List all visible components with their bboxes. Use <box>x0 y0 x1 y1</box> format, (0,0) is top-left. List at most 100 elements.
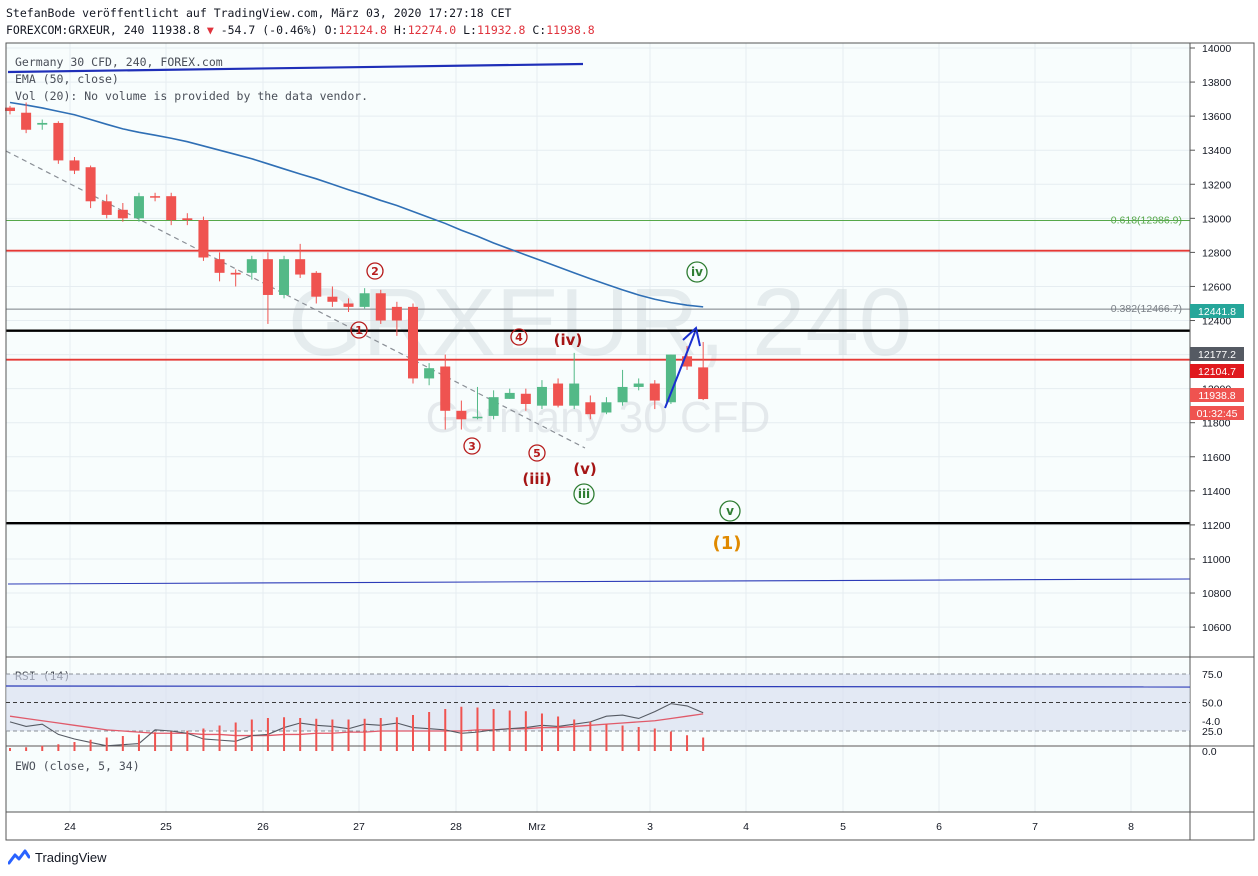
candle-body <box>391 306 402 321</box>
candle-body <box>375 293 386 321</box>
candle-body <box>488 397 499 416</box>
wave-label: 1 <box>355 324 363 337</box>
wave-label: v <box>726 504 734 518</box>
wave-label: 3 <box>468 440 476 453</box>
candle-body <box>327 296 338 302</box>
price-tick-label: 13400 <box>1202 145 1231 157</box>
candle-body <box>520 393 531 404</box>
fib-level-label: 0.382(12466.7) <box>1111 303 1182 315</box>
candle-body <box>456 410 467 420</box>
candle-body <box>649 383 660 401</box>
ewo-pane-bg <box>6 747 1190 812</box>
brand-name: TradingView <box>35 849 107 865</box>
candles <box>5 102 709 430</box>
candle-body <box>230 272 241 275</box>
price-axis-badge <box>1190 347 1244 361</box>
legend-title: Germany 30 CFD, 240, FOREX.com <box>15 55 223 69</box>
candle-body <box>665 354 676 403</box>
candle-body <box>166 196 177 221</box>
candle-body <box>182 218 193 221</box>
legend-ema: EMA (50, close) <box>15 72 119 86</box>
candle-body <box>601 402 612 413</box>
down-arrow-icon: ▼ <box>206 23 214 37</box>
symbol-label: FOREXCOM:GRXEUR, 240 <box>6 23 145 37</box>
wave-label-circle <box>510 328 528 346</box>
tradingview-brand[interactable]: TradingView <box>8 849 107 865</box>
upper-trend-line[interactable] <box>7 62 584 74</box>
price-tick-label: 11800 <box>1202 418 1231 430</box>
candle-body <box>37 122 48 125</box>
price-axis-badge-text: 12104.7 <box>1198 366 1236 378</box>
candle-body <box>536 386 547 406</box>
price-tick-label: 13600 <box>1202 111 1231 123</box>
wave-label: 5 <box>533 447 541 460</box>
candle-body <box>133 196 144 219</box>
candle-body <box>85 167 96 202</box>
chart-frame <box>5 42 1255 841</box>
price-axis-bg <box>1190 43 1254 840</box>
wave-label: 4 <box>515 331 523 344</box>
candle-body <box>69 160 80 171</box>
price-tick-label: 13200 <box>1202 179 1231 191</box>
legend-ewo: EWO (close, 5, 34) <box>15 759 140 773</box>
candle-body <box>472 416 483 419</box>
price-tick-label: 11000 <box>1202 554 1231 566</box>
close-value: 11938.8 <box>546 23 595 37</box>
candle-body <box>633 383 644 387</box>
candle-body <box>343 303 354 307</box>
time-tick-label: 27 <box>353 821 365 833</box>
time-tick-label: 8 <box>1128 821 1134 833</box>
ewo-tick-label: 0.0 <box>1202 746 1217 758</box>
candle-body <box>553 383 564 406</box>
rsi-tick-label: 75.0 <box>1202 669 1223 681</box>
candle-body <box>408 306 418 379</box>
rsi-signal-line <box>9 713 704 737</box>
high-value: 12274.0 <box>407 23 457 37</box>
watermark-name: Germany 30 CFD <box>426 393 771 442</box>
close-label: C: <box>532 23 547 37</box>
lower-trend-line[interactable] <box>7 578 1191 585</box>
candle-body <box>279 259 290 295</box>
price-axis-badge <box>1190 304 1244 318</box>
candle-body <box>53 122 64 161</box>
price-tick-label: 13800 <box>1202 77 1231 89</box>
time-tick-label: 24 <box>64 821 76 833</box>
price-tick-label: 11600 <box>1202 452 1231 464</box>
projection-arrow[interactable] <box>664 326 701 409</box>
wave-label: (1) <box>713 533 742 554</box>
high-label: H: <box>393 23 408 37</box>
dashed-trend-line[interactable] <box>5 150 586 449</box>
candle-body <box>682 356 693 367</box>
wave-label-circle <box>366 262 384 280</box>
candle-body <box>359 293 370 307</box>
price-tick-label: 10600 <box>1202 622 1231 634</box>
price-tick-label: 12600 <box>1202 281 1231 293</box>
grid-lines <box>6 43 1190 812</box>
wave-label: (iii) <box>522 470 551 488</box>
rsi-tick-label: 50.0 <box>1202 698 1223 710</box>
candle-body <box>698 367 709 400</box>
time-axis[interactable]: 24 25 26 27 28 Mrz 3 4 5 6 7 8 <box>64 821 1134 833</box>
candle-body <box>101 201 112 215</box>
publish-line: StefanBode veröffentlicht auf TradingVie… <box>6 6 512 20</box>
price-axis-badge-text: 12441.8 <box>1198 306 1236 318</box>
rsi-tick-label: 25.0 <box>1202 726 1223 738</box>
candle-body <box>262 259 273 295</box>
rsi-pane: 75.0 50.0 25.0 <box>6 669 1223 747</box>
wave-label-circle <box>686 261 708 283</box>
candle-body <box>150 196 161 198</box>
wave-label-circle <box>528 444 546 462</box>
wave-label: iv <box>691 265 703 279</box>
price-tick-label: 11400 <box>1202 486 1231 498</box>
candle-body <box>117 209 128 219</box>
wave-label-circle <box>350 321 368 339</box>
time-tick-label: 4 <box>743 821 749 833</box>
watermark-symbol: GRXEUR, 240 <box>288 269 912 376</box>
candle-body <box>295 259 306 275</box>
price-axis-badge <box>1190 406 1244 420</box>
rsi-trend-line[interactable] <box>5 685 1191 688</box>
time-tick-label: 26 <box>257 821 269 833</box>
low-value: 11932.8 <box>476 23 526 37</box>
wave-label-circle <box>463 437 481 455</box>
